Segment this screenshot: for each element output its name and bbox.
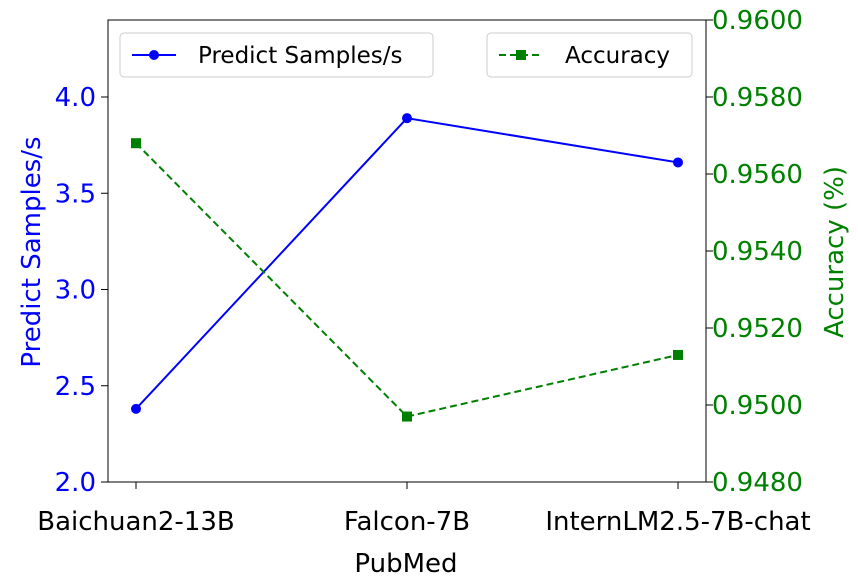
x-tick-label: InternLM2.5-7B-chat <box>545 507 810 537</box>
left-tick-label: 2.0 <box>55 468 96 498</box>
x-tick-label: Falcon-7B <box>344 507 470 537</box>
data-point <box>402 411 412 422</box>
legend-marker <box>149 50 159 60</box>
right-tick-label: 0.9560 <box>712 160 803 190</box>
legend-marker <box>516 50 526 60</box>
left-tick-label: 3.0 <box>55 276 96 306</box>
legend-label: Accuracy <box>565 43 670 69</box>
right-y-axis: 0.9480 0.9500 0.9520 0.9540 0.9560 0.9580 0.96… <box>706 6 803 498</box>
right-tick-label: 0.9480 <box>712 468 803 498</box>
right-tick-label: 0.9540 <box>712 237 803 267</box>
legend-frame <box>486 32 693 78</box>
data-point <box>673 349 683 360</box>
data-point <box>402 113 412 124</box>
series-layer <box>131 113 683 422</box>
legends: Predict Samples/s Accuracy <box>119 32 693 78</box>
legend-accuracy: Accuracy <box>486 32 693 78</box>
left-y-axis-title: Predict Samples/s <box>17 136 47 367</box>
data-point <box>673 157 683 168</box>
data-point <box>131 403 141 414</box>
left-y-axis: 2.0 2.5 3.0 3.5 4.0 <box>55 83 108 498</box>
series-line-1 <box>135 142 679 418</box>
left-tick-label: 4.0 <box>55 83 96 113</box>
legend-label: Predict Samples/s <box>198 43 402 69</box>
data-point <box>131 138 141 149</box>
series-line-0 <box>135 117 679 410</box>
left-tick-label: 3.5 <box>55 179 96 209</box>
x-axis-title: PubMed <box>354 549 457 579</box>
left-tick-label: 2.5 <box>55 372 96 402</box>
legend-predict: Predict Samples/s <box>119 32 434 78</box>
right-y-axis-title: Accuracy (%) <box>820 166 850 338</box>
right-tick-label: 0.9580 <box>712 83 803 113</box>
right-tick-label: 0.9500 <box>712 391 803 421</box>
x-axis: Baichuan2-13B Falcon-7B InternLM2.5-7B-cha… <box>37 482 811 537</box>
right-tick-label: 0.9600 <box>712 6 803 36</box>
right-tick-label: 0.9520 <box>712 314 803 344</box>
x-tick-label: Baichuan2-13B <box>37 507 235 537</box>
legend-frame <box>119 32 434 78</box>
